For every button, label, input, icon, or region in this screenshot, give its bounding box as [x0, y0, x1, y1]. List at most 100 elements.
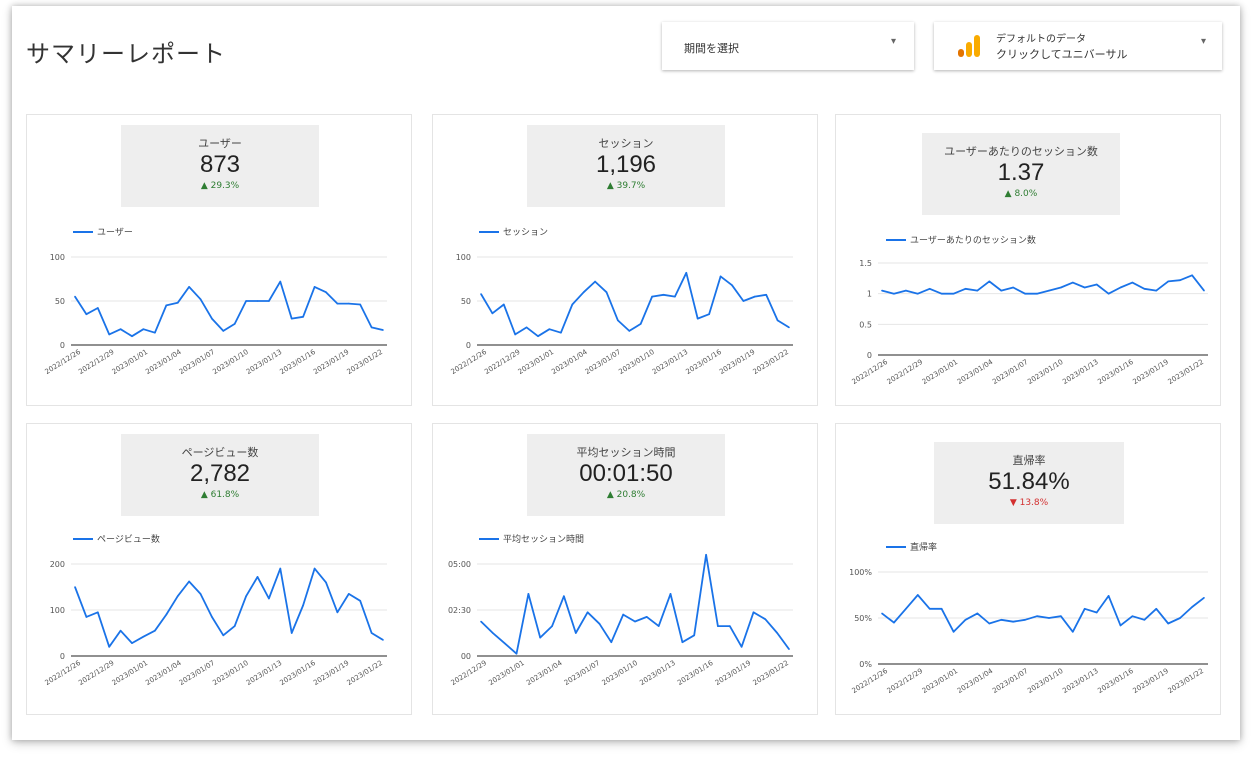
scorecard: 平均セッション時間 00:01:50 ▲ 20.8% [527, 434, 725, 516]
data-source-selector[interactable]: デフォルトのデータ クリックしてユニバーサル ▾ [934, 22, 1222, 70]
data-point [639, 323, 642, 325]
data-point [893, 292, 895, 295]
data-point [1119, 624, 1122, 627]
data-point [313, 567, 316, 570]
data-point [905, 289, 907, 292]
x-tick-label: 2023/01/01 [487, 659, 525, 687]
data-point [1095, 611, 1098, 614]
x-tick-label: 2023/01/07 [991, 667, 1029, 695]
data-point [325, 581, 327, 584]
data-point [245, 300, 247, 302]
x-tick-label: 2023/01/10 [1026, 358, 1064, 386]
data-point [302, 604, 304, 607]
x-tick-label: 2022/12/26 [44, 348, 83, 376]
data-point [976, 289, 979, 292]
x-tick-label: 2023/01/07 [178, 348, 216, 376]
data-point [131, 335, 133, 337]
data-point [503, 303, 505, 306]
data-point [563, 595, 565, 597]
data-point [646, 616, 648, 618]
caret-down-icon: ▾ [1200, 36, 1206, 47]
x-tick-label: 2022/12/29 [886, 358, 924, 386]
data-point [1095, 283, 1098, 286]
data-point [176, 302, 179, 304]
date-range-selector[interactable]: 期間を選択 ▾ [662, 22, 914, 70]
data-point [1000, 289, 1003, 292]
data-point [1179, 617, 1181, 619]
scorecard-value: 51.84% [988, 468, 1070, 495]
chart-panel: ユーザーあたりのセッション数 1.37 ▲ 8.0% ユーザーあたりのセッション数 1.… [835, 114, 1221, 406]
y-tick-label: 0.5 [859, 320, 872, 329]
data-point [222, 330, 225, 332]
data-point [740, 646, 743, 648]
data-point [233, 625, 236, 627]
data-point [154, 331, 156, 334]
data-point [165, 304, 168, 307]
data-point [1072, 631, 1074, 633]
scorecard: ユーザー 873 ▲ 29.3% [121, 125, 319, 207]
x-tick-label: 2022/12/26 [44, 659, 83, 687]
chart-panel: 直帰率 51.84% ▼ 13.8% 直帰率 100% 50% 0% 2022/12/26 20… [835, 423, 1221, 715]
data-point [480, 620, 482, 623]
x-tick-label: 2022/12/29 [77, 348, 115, 376]
line-chart: 1.510.502022/12/262022/12/292023/01/0120… [851, 259, 1208, 386]
data-point [940, 608, 943, 610]
y-tick-label: 0 [60, 341, 65, 350]
data-point [1000, 619, 1003, 621]
data-point [359, 600, 362, 602]
data-point [302, 316, 304, 318]
data-point [696, 317, 699, 320]
x-tick-label: 2023/01/04 [525, 659, 564, 687]
data-point [1167, 280, 1169, 283]
data-point [85, 616, 88, 618]
x-tick-label: 2023/01/13 [1061, 667, 1099, 695]
scorecard-label: ユーザー [198, 137, 242, 150]
data-point [764, 618, 767, 620]
data-point [776, 632, 778, 634]
data-point [598, 623, 601, 625]
y-tick-label: 00 [461, 652, 471, 661]
chart-legend: ユーザーあたりのセッション数 [886, 233, 1036, 246]
x-tick-label: 2023/01/04 [144, 659, 183, 687]
data-point [634, 620, 636, 623]
legend-swatch [886, 545, 906, 548]
series-line [74, 280, 384, 338]
data-point [525, 326, 528, 329]
data-point [1167, 622, 1169, 625]
data-point [1203, 289, 1205, 292]
x-tick-label: 2023/01/19 [312, 348, 350, 376]
data-point [708, 313, 710, 315]
x-tick-label: 2023/01/19 [1131, 358, 1169, 386]
x-tick-label: 2022/12/29 [77, 659, 115, 687]
data-point [1107, 292, 1110, 295]
data-point [1203, 597, 1205, 599]
scorecard-label: ユーザーあたりのセッション数 [944, 145, 1098, 158]
x-tick-label: 2023/01/04 [144, 348, 183, 376]
data-point [586, 611, 589, 614]
data-point [256, 576, 259, 578]
data-point [256, 300, 259, 302]
series-line [74, 567, 384, 648]
data-point [290, 317, 293, 320]
chart-legend: ユーザー [73, 225, 133, 238]
scorecard-value: 1,196 [595, 151, 657, 178]
scorecard-delta: ▲ 39.7% [606, 181, 646, 191]
data-point [1048, 289, 1050, 292]
x-tick-label: 2023/01/10 [1026, 667, 1064, 695]
data-point [976, 612, 979, 615]
x-tick-label: 2023/01/07 [563, 659, 601, 687]
data-point [681, 641, 684, 643]
data-point [514, 333, 516, 336]
data-point [674, 295, 676, 298]
data-point [233, 323, 236, 325]
x-tick-label: 2023/01/13 [651, 348, 689, 376]
x-tick-label: 2022/12/29 [450, 659, 488, 687]
data-point [1012, 286, 1014, 289]
line-chart: 1005002022/12/262022/12/292023/01/012023… [44, 253, 387, 376]
data-point [290, 632, 293, 634]
data-point [222, 634, 225, 637]
data-point [651, 295, 653, 298]
scorecard-value: 2,782 [189, 460, 251, 487]
data-point [1083, 286, 1086, 289]
